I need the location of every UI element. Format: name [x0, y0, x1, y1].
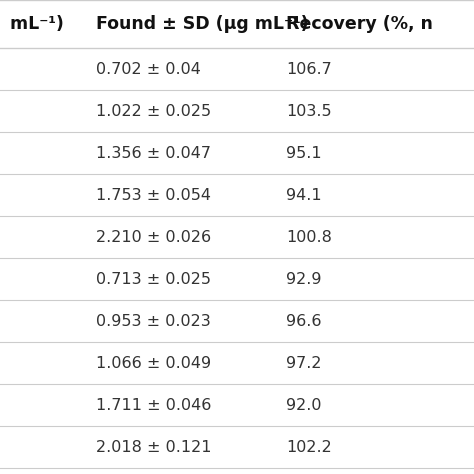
Text: 2.210 ± 0.026: 2.210 ± 0.026	[96, 229, 211, 245]
Text: 94.1: 94.1	[286, 188, 322, 202]
Text: 2.018 ± 0.121: 2.018 ± 0.121	[96, 439, 212, 455]
Bar	[0, 174, 474, 216]
Text: Recovery (%, n: Recovery (%, n	[286, 15, 433, 33]
Text: 1.356 ± 0.047: 1.356 ± 0.047	[96, 146, 211, 161]
Text: Found ± SD (μg mL⁻¹): Found ± SD (μg mL⁻¹)	[96, 15, 309, 33]
Text: 1.753 ± 0.054: 1.753 ± 0.054	[96, 188, 211, 202]
Bar	[0, 426, 474, 468]
Text: 102.2: 102.2	[286, 439, 332, 455]
Bar	[0, 384, 474, 426]
Bar	[0, 132, 474, 174]
Text: 92.0: 92.0	[286, 398, 321, 412]
Text: 95.1: 95.1	[286, 146, 322, 161]
Bar	[0, 48, 474, 90]
Text: 96.6: 96.6	[286, 313, 321, 328]
Text: 0.713 ± 0.025: 0.713 ± 0.025	[96, 272, 211, 286]
Text: 100.8: 100.8	[286, 229, 332, 245]
Text: 0.953 ± 0.023: 0.953 ± 0.023	[96, 313, 211, 328]
Bar	[0, 0, 474, 48]
Text: 106.7: 106.7	[286, 62, 332, 76]
Bar	[0, 300, 474, 342]
Bar	[0, 216, 474, 258]
Text: 92.9: 92.9	[286, 272, 321, 286]
Text: mL⁻¹): mL⁻¹)	[4, 15, 64, 33]
Text: 103.5: 103.5	[286, 103, 332, 118]
Text: 0.702 ± 0.04: 0.702 ± 0.04	[96, 62, 201, 76]
Text: 1.022 ± 0.025: 1.022 ± 0.025	[96, 103, 211, 118]
Bar	[0, 90, 474, 132]
Text: 1.711 ± 0.046: 1.711 ± 0.046	[96, 398, 212, 412]
Text: 97.2: 97.2	[286, 356, 321, 371]
Bar	[0, 342, 474, 384]
Bar	[0, 258, 474, 300]
Text: 1.066 ± 0.049: 1.066 ± 0.049	[96, 356, 211, 371]
